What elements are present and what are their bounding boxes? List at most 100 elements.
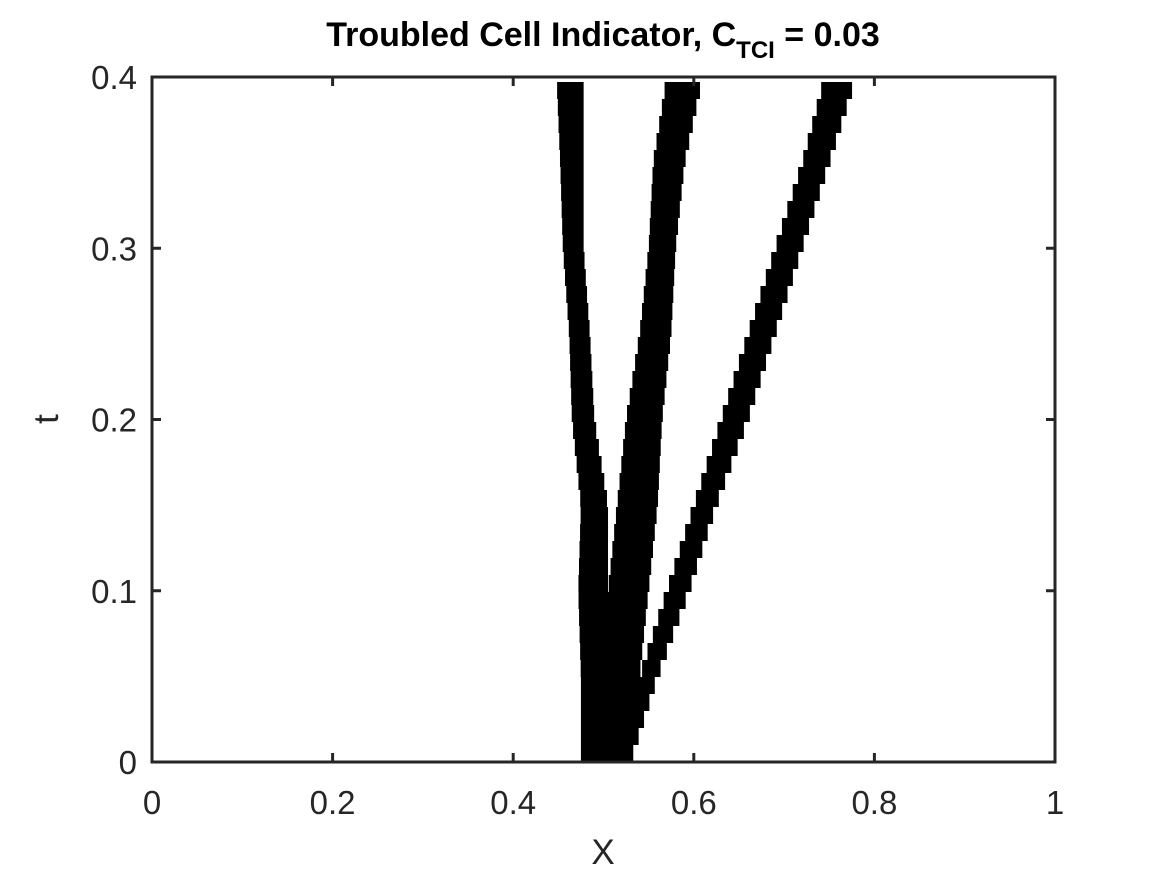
troubled-cell-band-2 [608, 575, 650, 592]
troubled-cell-band-1 [571, 388, 594, 405]
troubled-cell-band-3 [701, 473, 726, 490]
troubled-cell-band-2 [650, 201, 680, 218]
troubled-cell-band-1 [557, 82, 584, 99]
troubled-cell-band-3 [679, 541, 703, 558]
troubled-cell-band-2 [598, 643, 643, 660]
troubled-cell-band-1 [569, 337, 591, 354]
y-axis-label: t [27, 414, 66, 424]
troubled-cell-band-2 [610, 558, 652, 575]
troubled-cell-band-2 [656, 133, 690, 150]
plot-frame [150, 75, 1057, 764]
x-tick-label: 0.4 [490, 784, 536, 821]
troubled-cell-band-1 [562, 235, 584, 252]
troubled-cell-band-2 [623, 439, 661, 456]
troubled-cell-band-2 [641, 303, 673, 320]
troubled-cell-band-1 [562, 218, 584, 235]
troubled-cell-band-3 [663, 592, 686, 609]
troubled-cell-band-3 [642, 660, 661, 677]
troubled-cell-band-1 [570, 371, 593, 388]
troubled-cell-band-2 [635, 354, 669, 371]
y-tick-label: 0.4 [91, 59, 137, 96]
troubled-cell-band-1 [563, 252, 585, 269]
troubled-cell-band-3 [798, 167, 826, 184]
troubled-cell-band-1 [573, 422, 597, 439]
troubled-cell-band-3 [733, 371, 761, 388]
troubled-cell-band-2 [652, 167, 684, 184]
troubled-cell-band-2 [619, 473, 659, 490]
troubled-cell-band-3 [776, 235, 804, 252]
troubled-cell-band-3 [807, 133, 836, 150]
troubled-cell-band-1 [579, 541, 609, 558]
y-tick-label: 0.2 [91, 402, 137, 439]
y-tick-label: 0 [119, 744, 137, 781]
troubled-cell-band-3 [717, 422, 744, 439]
troubled-cell-band-1 [574, 439, 599, 456]
troubled-cell-band-1 [578, 473, 605, 490]
troubled-cell-band-2 [612, 541, 654, 558]
troubled-cell-band-2 [647, 252, 676, 269]
troubled-cell-band-1 [579, 609, 610, 626]
troubled-cell-band-1 [571, 405, 595, 422]
troubled-cell-band-1 [580, 524, 609, 541]
x-tick-label: 0.6 [671, 784, 717, 821]
troubled-cell-band-2 [629, 388, 665, 405]
title-main: Troubled Cell Indicator, C [326, 16, 736, 54]
troubled-cell-band-3 [647, 643, 667, 660]
troubled-cell-band-3 [695, 490, 719, 507]
troubled-cell-marks [557, 82, 853, 762]
troubled-cell-band-2 [637, 337, 670, 354]
troubled-cell-band-3 [706, 456, 732, 473]
troubled-cell-band-1 [568, 320, 590, 337]
title-tail: = 0.03 [775, 16, 880, 54]
troubled-cell-band-1 [561, 184, 584, 201]
troubled-cell-band-3 [812, 116, 842, 133]
troubled-cell-band-2 [614, 524, 655, 541]
troubled-cell-band-3 [749, 320, 777, 337]
troubled-cell-band-3 [712, 439, 738, 456]
troubled-cell-band-1 [578, 592, 609, 609]
x-tick-label: 0 [143, 784, 161, 821]
troubled-cell-band-3 [669, 575, 692, 592]
troubled-cell-band-3 [652, 626, 674, 643]
troubled-cell-band-3 [674, 558, 697, 575]
troubled-cell-band-1 [580, 490, 607, 507]
troubled-cell-band-3 [771, 252, 799, 269]
troubled-cell-band-3 [738, 354, 767, 371]
troubled-cell-band-2 [653, 150, 686, 167]
troubled-cell-band-2 [603, 609, 646, 626]
troubled-cell-band-3 [614, 728, 639, 745]
troubled-cell-band-1 [560, 167, 584, 184]
axis-ticks: 0 0.2 0.4 0.6 0.8 1 0 0.1 0.2 0.3 0.4 [91, 59, 1064, 821]
troubled-cell-band-3 [744, 337, 772, 354]
troubled-cell-band-3 [755, 303, 783, 320]
troubled-cell-band-1 [559, 150, 584, 167]
troubled-cell-band-2 [627, 405, 663, 422]
troubled-cell-band-3 [690, 507, 714, 524]
troubled-cell-band-3 [628, 694, 650, 711]
troubled-cell-band-3 [607, 745, 634, 762]
troubled-cell-band-1 [558, 116, 584, 133]
x-tick-label: 0.8 [851, 784, 897, 821]
troubled-cell-band-3 [792, 184, 820, 201]
troubled-cell-band-2 [661, 99, 697, 116]
troubled-cell-band-2 [664, 82, 700, 99]
troubled-cell-band-2 [624, 422, 662, 439]
chart-title: Troubled Cell Indicator, CTCI = 0.03 [326, 16, 880, 64]
troubled-cell-band-1 [578, 575, 609, 592]
troubled-cell-band-1 [566, 286, 588, 303]
troubled-cell-band-3 [685, 524, 708, 541]
y-tick-label: 0.3 [91, 230, 137, 267]
troubled-cell-band-1 [557, 99, 584, 116]
x-tick-label: 0.2 [310, 784, 356, 821]
troubled-cell-band-3 [816, 99, 847, 116]
troubled-cell-band-3 [781, 218, 810, 235]
troubled-cell-band-3 [658, 609, 680, 626]
troubled-cell-band-2 [659, 116, 693, 133]
troubled-cell-band-1 [565, 269, 586, 286]
troubled-cell-band-2 [601, 626, 645, 643]
troubled-cell-band-3 [803, 150, 831, 167]
x-tick-label: 1 [1046, 784, 1064, 821]
troubled-cell-band-2 [632, 371, 667, 388]
troubled-cell-band-2 [640, 320, 672, 337]
